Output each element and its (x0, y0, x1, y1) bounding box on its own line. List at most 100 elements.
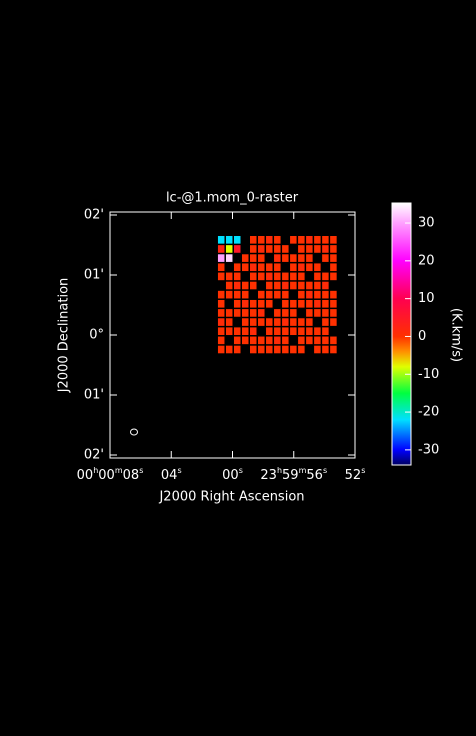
raster-cell (282, 290, 289, 299)
raster-cell (274, 236, 281, 244)
raster-cell (282, 254, 289, 262)
raster-cell (225, 327, 233, 336)
chart-title: lc-@1.mom_0-raster (166, 191, 299, 206)
raster-cell (322, 336, 329, 345)
raster-cell (233, 236, 241, 244)
raster-cell (266, 245, 273, 253)
raster-cell (241, 309, 249, 317)
y-tick-label: 01' (84, 388, 104, 403)
raster-cell (282, 309, 289, 317)
x-tick-label: 23h59m56s (260, 466, 327, 483)
raster-cell (330, 318, 337, 326)
raster-cell (282, 345, 289, 354)
colorbar-tick-label: -30 (418, 442, 439, 457)
colorbar-tick-label: -10 (418, 367, 439, 382)
raster-cell (282, 272, 289, 281)
raster-cell (217, 254, 225, 262)
raster-cell (314, 345, 321, 354)
raster-cell (274, 281, 281, 290)
raster-cell (298, 254, 305, 262)
raster-cell (258, 254, 265, 262)
raster-cell (233, 272, 241, 281)
y-tick-label: 0° (89, 328, 104, 343)
raster-cell (266, 290, 273, 299)
raster-cell (274, 309, 281, 317)
raster-cell (314, 236, 321, 244)
raster-cell (217, 272, 225, 281)
raster-cell (290, 345, 297, 354)
raster-cell (250, 309, 257, 317)
raster-cell (250, 336, 257, 345)
raster-cell (233, 245, 241, 253)
raster-cell (250, 318, 257, 326)
raster-cell (330, 336, 337, 345)
raster-cell (330, 245, 337, 253)
raster-cell (306, 236, 313, 244)
raster-cell (233, 281, 241, 290)
raster-cell (322, 245, 329, 253)
colorbar-tick-label: 10 (418, 291, 435, 306)
x-axis-label: J2000 Right Ascension (158, 490, 304, 505)
raster-cell (290, 318, 297, 326)
raster-cell (266, 345, 273, 354)
raster-cell (250, 263, 257, 272)
raster-cell (290, 281, 297, 290)
x-tick-label: 00h00m08s (77, 466, 144, 483)
y-tick-label: 01' (84, 268, 104, 283)
raster-cell (225, 345, 233, 354)
raster-cell (225, 272, 233, 281)
raster-cell (298, 263, 305, 272)
raster-cell (282, 299, 289, 308)
colorbar-tick-label: -20 (418, 405, 439, 420)
raster-cell (241, 336, 249, 345)
raster-cell (282, 336, 289, 345)
raster-cell (258, 336, 265, 345)
raster-cell (274, 254, 281, 262)
raster-cell (258, 345, 265, 354)
raster-cell (233, 336, 241, 345)
raster-cell (217, 309, 225, 317)
raster-cell (290, 254, 297, 262)
raster-cell (266, 327, 273, 336)
raster-cell (266, 299, 273, 308)
raster-cell (217, 299, 225, 308)
x-tick-label: 00s (222, 466, 243, 483)
colorbar (391, 202, 412, 466)
raster-cell (225, 290, 233, 299)
raster-cell (306, 318, 313, 326)
raster-cell (258, 263, 265, 272)
raster-cell (282, 281, 289, 290)
raster-cell (306, 263, 313, 272)
raster-cell (217, 318, 225, 326)
raster-cell (217, 327, 225, 336)
raster-cell (274, 336, 281, 345)
raster-cell (306, 245, 313, 253)
raster-cell (290, 299, 297, 308)
raster-cell (314, 290, 321, 299)
colorbar-tick-label: 0 (418, 329, 426, 344)
raster-cell (322, 290, 329, 299)
raster-cell (322, 281, 329, 290)
raster-cell (298, 281, 305, 290)
raster-cell (266, 336, 273, 345)
raster-cell (330, 272, 337, 281)
raster-cell (306, 290, 313, 299)
raster-cell (306, 299, 313, 308)
y-axis-label: J2000 Declination (57, 278, 72, 394)
raster-cell (298, 318, 305, 326)
raster-cell (217, 290, 225, 299)
colorbar-tick-label: 20 (418, 253, 435, 268)
raster-cell (322, 327, 329, 336)
raster-cell (322, 299, 329, 308)
x-tick-label: 52s (345, 466, 366, 483)
raster-cell (250, 299, 257, 308)
raster-cell (314, 327, 321, 336)
raster-cell (225, 236, 233, 244)
raster-cell (250, 272, 257, 281)
colorbar-label: (K.km/s) (449, 308, 464, 362)
raster-cell (233, 345, 241, 354)
beam (130, 428, 138, 436)
raster-cell (322, 345, 329, 354)
raster-cell (217, 245, 225, 253)
raster-cell (250, 281, 257, 290)
